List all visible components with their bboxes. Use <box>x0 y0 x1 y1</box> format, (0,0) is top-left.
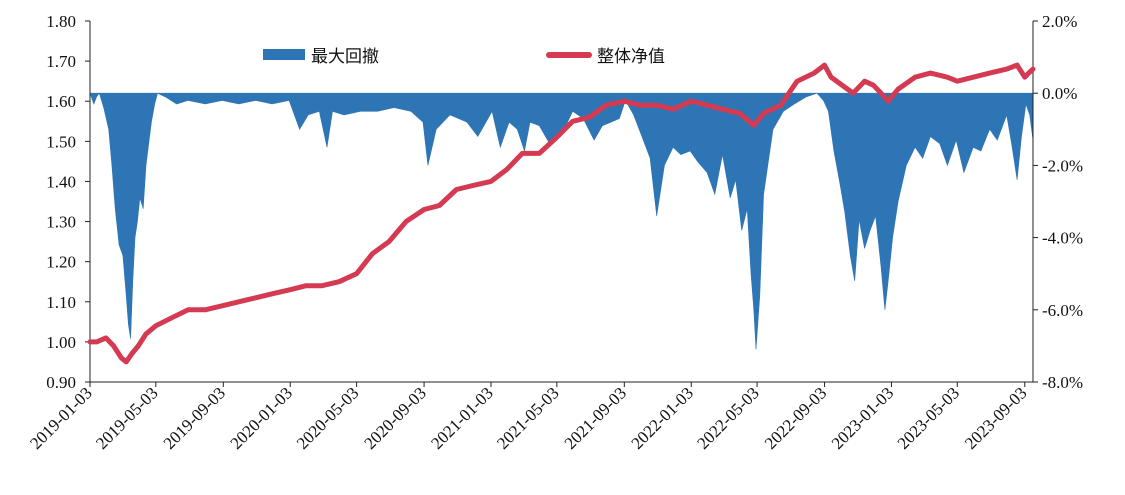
axes-layer: 0.90 1.00 1.10 1.20 1.30 1.40 1.50 1.60 1.70 1.80… <box>26 12 1083 453</box>
nav-line <box>87 62 1036 365</box>
y-left-tick-label: 1.60 <box>46 92 76 111</box>
y-left-tick-label: 1.70 <box>46 52 76 71</box>
y-right-tick-label: -8.0% <box>1042 373 1083 392</box>
x-tick-label: 2023-01-03 <box>828 383 898 453</box>
y-right-tick-label: 0.0% <box>1042 84 1077 103</box>
y-left-tick-label: 1.40 <box>46 172 76 191</box>
x-tick-label: 2022-09-03 <box>761 383 831 453</box>
y-right-tick-label: -4.0% <box>1042 229 1083 248</box>
y-left-tick-label: 1.10 <box>46 293 76 312</box>
y-left-tick-label: 1.50 <box>46 132 76 151</box>
legend: 最大回撤 整体净值 <box>263 47 665 67</box>
x-tick-label: 2020-05-03 <box>293 383 363 453</box>
x-tick-label: 2019-05-03 <box>92 383 162 453</box>
y-right-tick-label: 2.0% <box>1042 12 1077 31</box>
x-tick-label: 2019-09-03 <box>160 383 230 453</box>
x-tick-label: 2021-09-03 <box>561 383 631 453</box>
x-tick-label: 2019-01-03 <box>26 383 96 453</box>
legend-swatch-drawdown <box>263 49 305 60</box>
y-left-tick-label: 1.80 <box>46 12 76 31</box>
y-right-tick-label: -6.0% <box>1042 301 1083 320</box>
y-left-tick-label: 1.00 <box>46 333 76 352</box>
x-tick-label: 2023-05-03 <box>894 383 964 453</box>
y-left-tick-label: 1.30 <box>46 213 76 232</box>
x-tick-label: 2022-05-03 <box>693 383 763 453</box>
x-tick-label: 2020-09-03 <box>360 383 430 453</box>
x-tick-label: 2021-05-03 <box>493 383 563 453</box>
y-left-tick-label: 1.20 <box>46 253 76 272</box>
x-tick-label: 2021-01-03 <box>427 383 497 453</box>
x-tick-label: 2020-01-03 <box>227 383 297 453</box>
y-right-tick-label: -2.0% <box>1042 156 1083 175</box>
y-left-tick-label: 0.90 <box>46 373 76 392</box>
legend-label-drawdown: 最大回撤 <box>311 47 379 67</box>
nav-line-layer <box>87 62 1036 365</box>
legend-label-nav: 整体净值 <box>597 47 665 67</box>
x-tick-label: 2023-09-03 <box>961 383 1031 453</box>
x-tick-label: 2022-01-03 <box>628 383 698 453</box>
